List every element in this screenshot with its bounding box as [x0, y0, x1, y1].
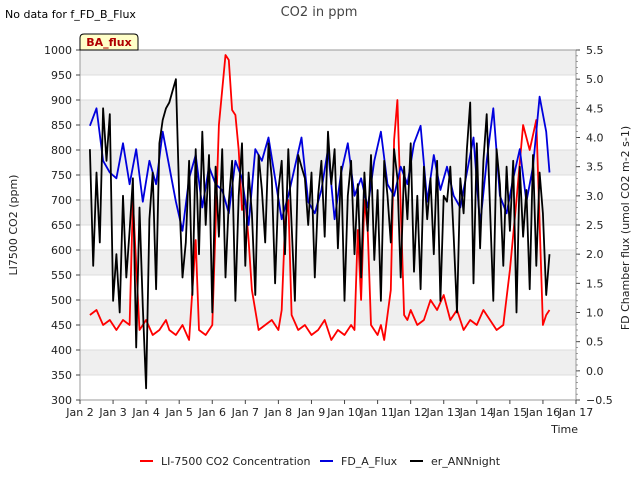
y-axis-title-left: LI7500 CO2 (ppm)	[7, 175, 20, 276]
x-tick-label: Jan 13	[426, 406, 461, 419]
y-tick-label-left: 600	[51, 244, 72, 257]
axis-layer: 300 350 400 450 500 550 600 650 700 750 800 850 900 9…	[44, 44, 613, 419]
y-tick-label-right: 4.0	[586, 132, 604, 145]
series-layer	[89, 54, 551, 390]
y-tick-label-left: 850	[51, 119, 72, 132]
y-tick-label-left: 750	[51, 169, 72, 182]
y-tick-label-right: 2.0	[586, 248, 604, 261]
y-tick-label-left: 500	[51, 294, 72, 307]
grid-band	[80, 50, 576, 75]
x-tick-label: Jan 3	[98, 406, 126, 419]
y-tick-label-left: 950	[51, 69, 72, 82]
grid-band	[80, 350, 576, 375]
x-tick-label: Jan 9	[297, 406, 325, 419]
y-tick-label-right: 5.5	[586, 44, 604, 57]
y-tick-label-right: 0.0	[586, 365, 604, 378]
series-line-2	[89, 78, 551, 390]
y-tick-label-right: 0.5	[586, 336, 604, 349]
y-tick-label-right: 2.5	[586, 219, 604, 232]
x-tick-label: Jan 8	[264, 406, 292, 419]
x-tick-label: Jan 4	[131, 406, 159, 419]
grid-band	[80, 100, 576, 125]
y-tick-label-left: 800	[51, 144, 72, 157]
y-tick-label-right: 1.0	[586, 307, 604, 320]
x-tick-label: Jan 6	[198, 406, 226, 419]
legend-label-er-annnight: er_ANNnight	[431, 455, 501, 468]
y-tick-label-left: 550	[51, 269, 72, 282]
grid-band	[80, 200, 576, 225]
y-tick-label-right: 3.0	[586, 190, 604, 203]
y-tick-label-right: 4.5	[586, 102, 604, 115]
x-tick-label: Jan 7	[231, 406, 259, 419]
y-tick-label-right: −0.5	[586, 394, 613, 407]
grid-band	[80, 300, 576, 325]
x-axis-title: Time	[550, 423, 578, 436]
y-tick-label-left: 1000	[44, 44, 72, 57]
legend: LI-7500 CO2 Concentration FD_A_Flux er_A…	[140, 455, 501, 468]
y-axis-title-right: FD Chamber flux (umol CO2 m-2 s-1)	[619, 126, 632, 330]
y-tick-label-left: 350	[51, 369, 72, 382]
y-tick-label-left: 300	[51, 394, 72, 407]
series-line-0	[89, 54, 551, 341]
badge-label: BA_flux	[86, 36, 131, 49]
x-tick-label: Jan 12	[392, 406, 427, 419]
y-tick-label-left: 900	[51, 94, 72, 107]
y-tick-label-left: 450	[51, 319, 72, 332]
y-tick-label-right: 1.5	[586, 277, 604, 290]
no-data-note: No data for f_FD_B_Flux	[5, 8, 136, 21]
chart-title: CO2 in ppm	[281, 5, 358, 20]
ba-flux-badge: BA_flux	[79, 33, 139, 51]
x-tick-label: Jan 5	[164, 406, 192, 419]
x-tick-label: Jan 10	[326, 406, 361, 419]
legend-label-fd-a-flux: FD_A_Flux	[341, 455, 398, 468]
y-tick-label-left: 400	[51, 344, 72, 357]
y-tick-label-right: 3.5	[586, 161, 604, 174]
y-tick-label-left: 650	[51, 219, 72, 232]
x-tick-label: Jan 2	[65, 406, 93, 419]
y-tick-label-right: 5.0	[586, 73, 604, 86]
x-tick-label: Jan 16	[525, 406, 560, 419]
y-tick-label-left: 700	[51, 194, 72, 207]
x-tick-label: Jan 15	[492, 406, 527, 419]
x-tick-label: Jan 17	[558, 406, 593, 419]
legend-label-li7500: LI-7500 CO2 Concentration	[161, 455, 311, 468]
x-tick-label: Jan 11	[359, 406, 394, 419]
x-tick-label: Jan 14	[459, 406, 494, 419]
